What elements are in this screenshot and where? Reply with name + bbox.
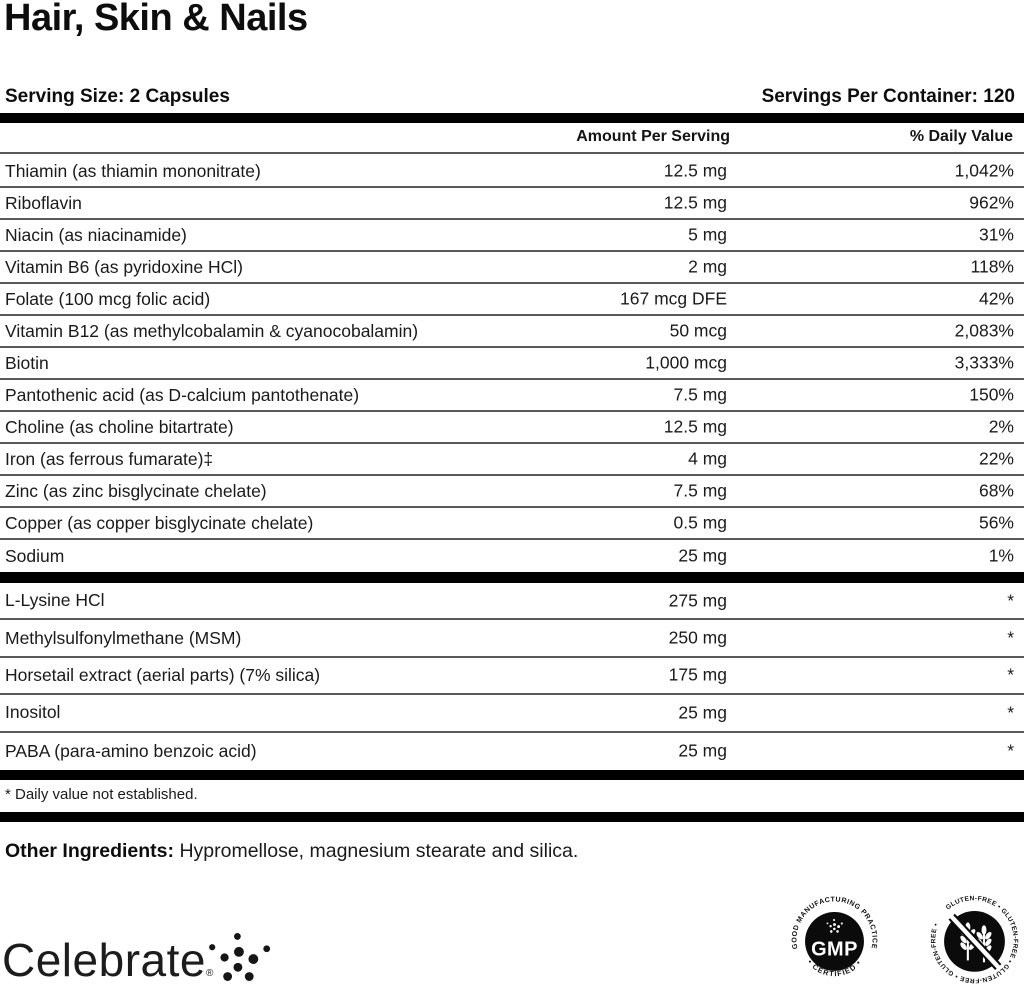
ingredient-daily-value: * [1007,627,1014,648]
ingredient-amount: 12.5 mg [663,416,727,437]
ingredient-name: Vitamin B6 (as pyridoxine HCl) [5,256,243,277]
other-ingredients-line: Other Ingredients: Hypromellose, magnesi… [5,840,578,863]
servings-per-container-label: Servings Per Container: 120 [761,86,1015,107]
ingredient-name: Zinc (as zinc bisglycinate chelate) [5,480,267,501]
ingredient-daily-value: 118% [970,256,1014,277]
table-row: Niacin (as niacinamide) 5 mg 31% [0,220,1024,252]
ingredient-name: Folate (100 mcg folic acid) [5,288,211,309]
ingredient-amount: 7.5 mg [673,384,728,405]
serving-size-label: Serving Size: 2 Capsules [5,86,230,107]
ingredient-name: Methylsulfonylmethane (MSM) [5,627,242,648]
registered-trademark-symbol: ® [205,968,214,979]
table-row: Sodium 25 mg 1% [0,540,1024,572]
table-row: Riboflavin 12.5 mg 962% [0,188,1024,220]
daily-value-footnote: * Daily value not established. [5,786,198,803]
table-row: Inositol 25 mg * [0,695,1024,733]
table-row: Copper (as copper bisglycinate chelate) … [0,508,1024,540]
ingredient-amount: 4 mg [688,448,727,469]
ingredient-name: Biotin [5,352,49,373]
table-row: Zinc (as zinc bisglycinate chelate) 7.5 … [0,476,1024,508]
table-row: L-Lysine HCl 275 mg * [0,583,1024,621]
table-row: Horsetail extract (aerial parts) (7% sil… [0,658,1024,696]
table-row: PABA (para-amino benzoic acid) 25 mg * [0,733,1024,770]
divider-bar-thick [0,113,1024,123]
gmp-center-text: GMP [811,939,858,961]
ingredient-name: Sodium [5,545,65,566]
table-row: Pantothenic acid (as D-calcium pantothen… [0,380,1024,412]
ingredient-name: Thiamin (as thiamin mononitrate) [5,160,261,181]
ingredient-amount: 0.5 mg [673,512,728,533]
ingredient-amount: 275 mg [668,590,727,611]
ingredient-amount: 25 mg [678,702,727,723]
gmp-dots-burst-icon [826,918,843,933]
divider-bar-thick [0,572,1024,583]
serving-info-row: Serving Size: 2 Capsules Servings Per Co… [5,86,1015,108]
ingredient-daily-value: 68% [978,480,1014,501]
daily-value-header: % Daily Value [909,128,1013,145]
ingredient-name: Horsetail extract (aerial parts) (7% sil… [5,664,321,685]
ingredient-amount: 12.5 mg [663,192,727,213]
amount-per-serving-header: Amount Per Serving [576,128,730,145]
table-row: Iron (as ferrous fumarate)‡ 4 mg 22% [0,444,1024,476]
vitamins-minerals-section: Thiamin (as thiamin mononitrate) 12.5 mg… [0,156,1024,572]
ingredient-daily-value: 1% [988,545,1014,566]
gluten-free-badge-icon: GLUTEN-FREE • GLUTEN-FREE • GLUTEN-FREE … [930,895,1018,984]
ingredient-daily-value: 42% [978,288,1014,309]
ingredient-daily-value: 31% [978,224,1014,245]
table-column-headers: Amount Per Serving % Daily Value [0,124,1024,154]
ingredient-amount: 175 mg [668,664,727,685]
proprietary-ingredients-section: L-Lysine HCl 275 mg * Methylsulfonylmeth… [0,583,1024,770]
table-row: Vitamin B12 (as methylcobalamin & cyanoc… [0,316,1024,348]
divider-bar-thick [0,812,1024,822]
ingredient-daily-value: * [1007,740,1014,761]
ingredient-name: Niacin (as niacinamide) [5,224,187,245]
ingredient-amount: 7.5 mg [673,480,728,501]
ingredient-daily-value: * [1007,702,1014,723]
ingredient-daily-value: 150% [969,384,1014,405]
ingredient-name: Inositol [5,702,61,723]
ingredient-name: Vitamin B12 (as methylcobalamin & cyanoc… [5,320,419,341]
ingredient-amount: 25 mg [678,740,727,761]
table-row: Choline (as choline bitartrate) 12.5 mg … [0,412,1024,444]
ingredient-amount: 5 mg [688,224,727,245]
ingredient-name: Copper (as copper bisglycinate chelate) [5,512,314,533]
ingredient-daily-value: * [1007,664,1014,685]
gmp-certified-badge-icon: GMP GOOD MANUFACTURING PRACTICE • CERTIF… [791,896,877,978]
ingredient-daily-value: 22% [978,448,1014,469]
ingredient-amount: 25 mg [678,545,727,566]
table-row: Folate (100 mcg folic acid) 167 mcg DFE … [0,284,1024,316]
ingredient-name: L-Lysine HCl [5,590,105,611]
brand-name: Celebrate [2,934,206,986]
ingredient-amount: 12.5 mg [663,160,727,181]
other-ingredients-text: Hypromellose, magnesium stearate and sil… [174,840,579,862]
table-row: Methylsulfonylmethane (MSM) 250 mg * [0,620,1024,658]
dots-burst-icon [209,933,271,981]
ingredient-name: PABA (para-amino benzoic acid) [5,740,257,761]
slash-icon [949,914,1001,970]
ingredient-name: Iron (as ferrous fumarate)‡ [5,448,214,469]
ingredient-name: Pantothenic acid (as D-calcium pantothen… [5,384,360,405]
table-row: Biotin 1,000 mcg 3,333% [0,348,1024,380]
ingredient-amount: 50 mcg [669,320,727,341]
ingredient-daily-value: 1,042% [954,160,1014,181]
ingredient-daily-value: 2,083% [954,320,1014,341]
ingredient-daily-value: 3,333% [954,352,1014,373]
ingredient-name: Riboflavin [5,192,82,213]
ingredient-daily-value: 962% [969,192,1014,213]
divider-bar-thick [0,770,1024,780]
ingredient-amount: 1,000 mcg [645,352,727,373]
ingredient-amount: 2 mg [688,256,727,277]
table-row: Vitamin B6 (as pyridoxine HCl) 2 mg 118% [0,252,1024,284]
ingredient-daily-value: * [1007,590,1014,611]
ingredient-amount: 250 mg [668,627,727,648]
table-row: Thiamin (as thiamin mononitrate) 12.5 mg… [0,156,1024,188]
ingredient-daily-value: 56% [978,512,1014,533]
ingredient-name: Choline (as choline bitartrate) [5,416,234,437]
brand-wordmark: Celebrate® [2,934,214,986]
ingredient-amount: 167 mcg DFE [620,288,727,309]
page-title: Hair, Skin & Nails [4,0,308,39]
other-ingredients-label: Other Ingredients: [5,840,175,862]
ingredient-daily-value: 2% [988,416,1014,437]
